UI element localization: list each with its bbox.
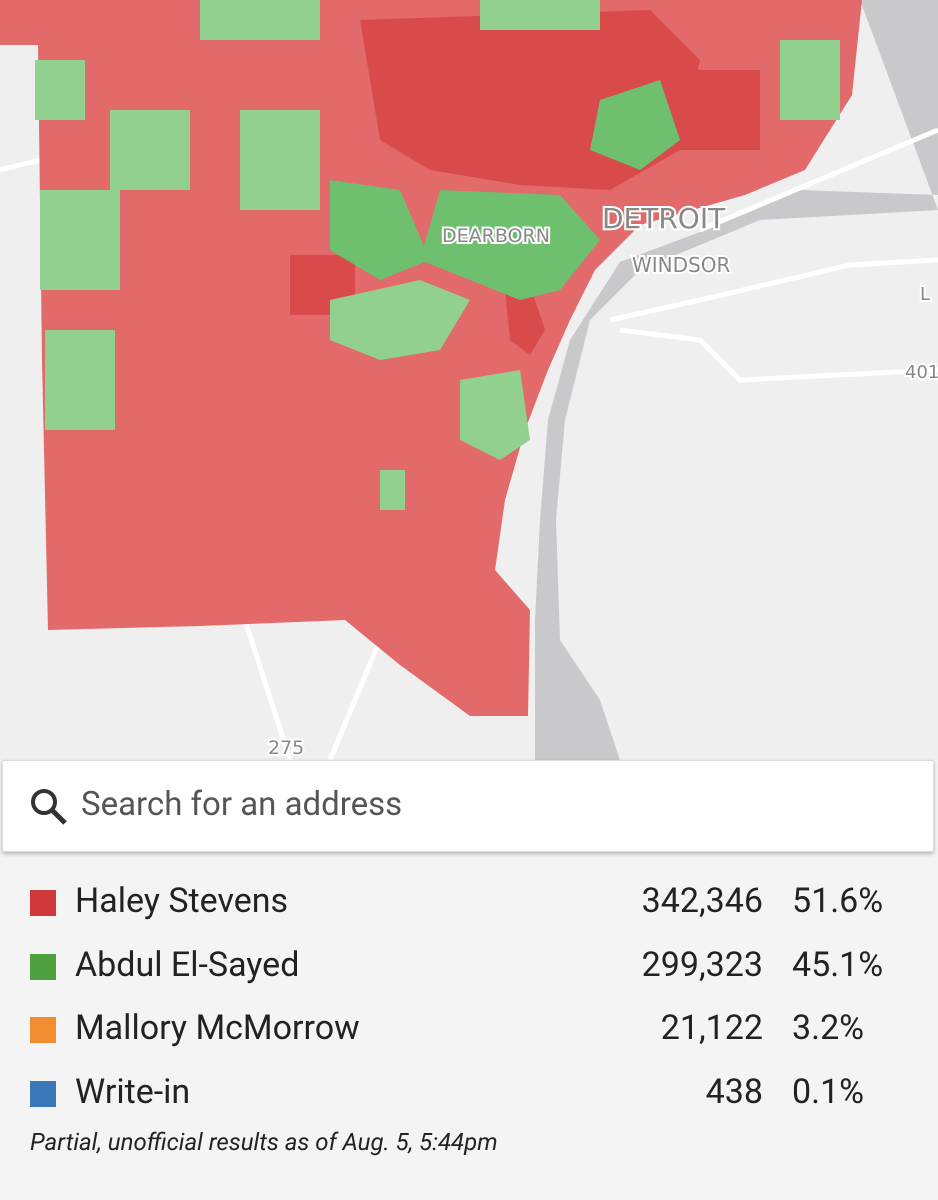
candidate-name: Abdul El-Sayed (75, 944, 300, 985)
legend-swatch (30, 1080, 56, 1107)
vote-percent: 51.6% (792, 881, 884, 921)
candidate-name: Write-in (75, 1071, 191, 1112)
map-label: 401 (905, 362, 938, 383)
map-label: L (920, 284, 930, 305)
map-label: 275 (268, 737, 304, 759)
vote-count: 299,323 (641, 944, 763, 985)
results-panel: Haley Stevens 342,346 51.6% Abdul El-Sayed 2… (0, 862, 938, 1200)
vote-count: 342,346 (641, 881, 763, 921)
map[interactable]: DEARBORN DETROIT WINDSOR 275 L 401 (0, 0, 938, 760)
result-row: Write-in 438 0.1% (0, 1069, 938, 1119)
result-row: Abdul El-Sayed 299,323 45.1% (0, 942, 938, 992)
vote-percent: 0.1% (792, 1071, 865, 1112)
search-placeholder[interactable]: Search for an address (81, 785, 403, 824)
results-note: Partial, unofficial results as of Aug. 5… (30, 1128, 498, 1156)
vote-count: 438 (705, 1071, 763, 1112)
legend-swatch (30, 890, 56, 916)
vote-count: 21,122 (660, 1008, 763, 1048)
candidate-name: Mallory McMorrow (75, 1008, 360, 1048)
legend-swatch (30, 1017, 56, 1043)
map-label: DETROIT (602, 202, 726, 235)
map-label: WINDSOR (632, 253, 730, 277)
vote-percent: 45.1% (792, 944, 884, 985)
search-box[interactable]: Search for an address (2, 760, 934, 852)
map-label: DEARBORN (442, 225, 550, 247)
search-icon (31, 789, 67, 825)
result-row: Mallory McMorrow 21,122 3.2% (0, 1005, 938, 1055)
vote-percent: 3.2% (792, 1008, 865, 1048)
legend-swatch (30, 953, 56, 980)
candidate-name: Haley Stevens (75, 881, 289, 921)
result-row: Haley Stevens 342,346 51.6% (0, 878, 938, 928)
